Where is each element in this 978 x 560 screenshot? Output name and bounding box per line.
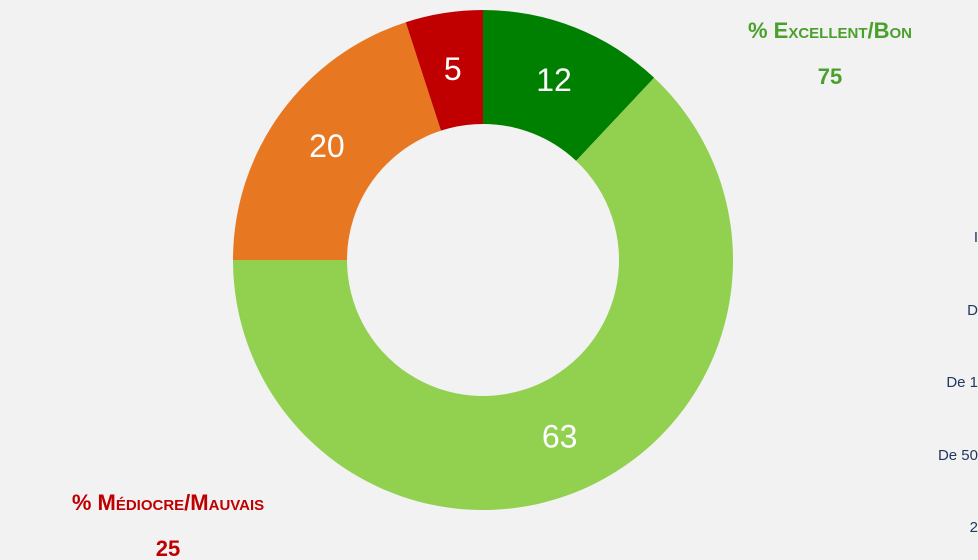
- annotation-value: 25: [156, 536, 180, 560]
- side-label: De 50: [938, 447, 978, 464]
- annotation-label: % Médiocre/Mauvais: [72, 490, 264, 515]
- donut-segment: [233, 22, 441, 260]
- data-label: 5: [444, 51, 462, 87]
- donut-segment: [405, 10, 483, 131]
- donut-segment: [233, 77, 733, 510]
- side-label: I: [974, 229, 978, 246]
- data-label: 12: [536, 62, 572, 98]
- side-label: De 1: [946, 374, 978, 391]
- annotation-value: 75: [818, 64, 842, 89]
- donut-segment: [483, 10, 655, 161]
- annotation-label: % Excellent/Bon: [748, 18, 912, 43]
- data-label: 63: [542, 419, 578, 455]
- side-label: 2: [970, 519, 978, 536]
- data-label: 20: [309, 128, 345, 164]
- side-label: D: [967, 302, 978, 319]
